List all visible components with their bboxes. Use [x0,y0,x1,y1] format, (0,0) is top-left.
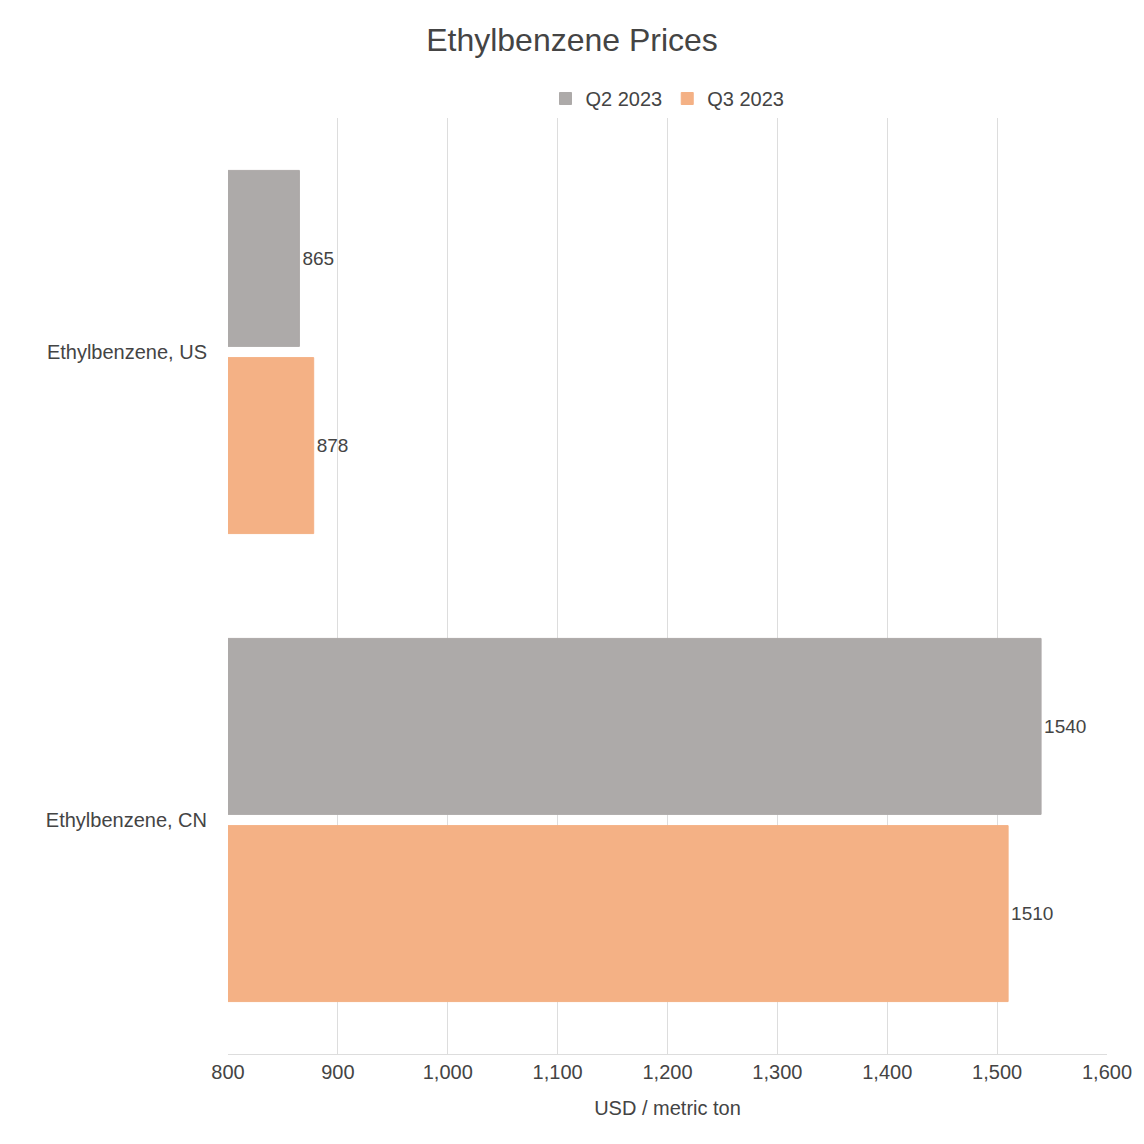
svg-text:1540: 1540 [1044,716,1086,737]
svg-text:Q3 2023: Q3 2023 [707,88,784,110]
svg-text:878: 878 [317,435,349,456]
svg-text:1,400: 1,400 [862,1061,912,1083]
svg-text:1,100: 1,100 [533,1061,583,1083]
svg-text:USD / metric ton: USD / metric ton [594,1097,741,1119]
svg-text:865: 865 [302,248,334,269]
svg-text:1,600: 1,600 [1082,1061,1132,1083]
svg-text:Ethylbenzene Prices: Ethylbenzene Prices [426,22,718,58]
svg-text:900: 900 [321,1061,354,1083]
svg-text:800: 800 [211,1061,244,1083]
svg-text:Ethylbenzene, CN: Ethylbenzene, CN [46,809,207,831]
svg-text:1,300: 1,300 [752,1061,802,1083]
svg-text:1,200: 1,200 [642,1061,692,1083]
svg-text:1,000: 1,000 [423,1061,473,1083]
svg-text:Ethylbenzene, US: Ethylbenzene, US [47,341,207,363]
svg-text:1,500: 1,500 [972,1061,1022,1083]
svg-text:1510: 1510 [1011,903,1053,924]
svg-text:Q2 2023: Q2 2023 [586,88,663,110]
